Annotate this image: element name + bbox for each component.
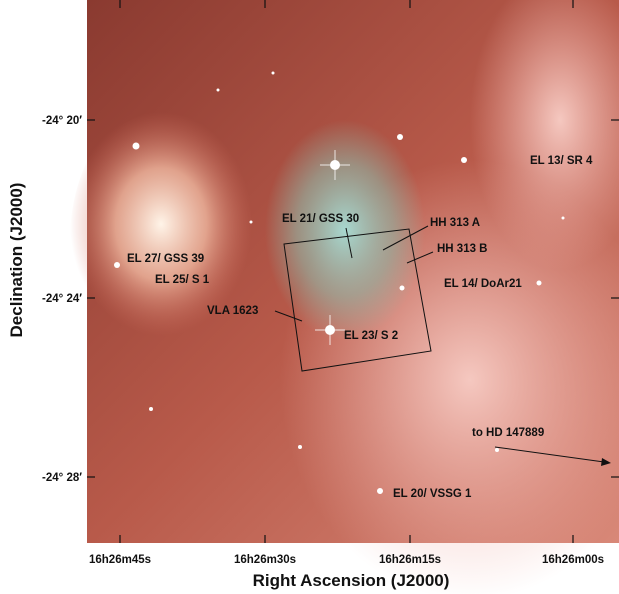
annotation: EL 21/ GSS 30 [282,213,359,225]
annotation: EL 23/ S 2 [344,330,398,342]
leader-line [345,227,353,259]
x-tick-label: 16h26m45s [89,554,151,566]
annotation: HH 313 A [430,217,480,229]
annotation: to HD 147889 [472,427,544,439]
annotation: EL 25/ S 1 [155,274,210,286]
x-tick-label: 16h26m30s [234,554,296,566]
y-tick-label: -24° 24′ [42,293,82,305]
y-tick-label: -24° 20′ [42,115,82,127]
x-tick-label: 16h26m15s [379,554,441,566]
arrow-head [601,458,611,466]
leader-line [274,310,303,322]
annotation: HH 313 B [437,243,488,255]
annotation: EL 14/ DoAr21 [444,278,522,290]
annotation: VLA 1623 [207,305,258,317]
annotation: EL 20/ VSSG 1 [393,488,472,500]
field-box [283,228,432,372]
sky-image [70,0,619,594]
leader-line [382,225,429,251]
x-tick-label: 16h26m00s [542,554,604,566]
x-axis-title: Right Ascension (J2000) [253,571,450,590]
annotation: EL 13/ SR 4 [530,155,593,167]
y-tick-label: -24° 28′ [42,472,82,484]
y-axis-title: Declination (J2000) [7,183,26,338]
arrow-line [494,446,605,463]
leader-line [406,251,434,264]
axis-ticks [87,0,619,543]
annotation: EL 27/ GSS 39 [127,253,204,265]
